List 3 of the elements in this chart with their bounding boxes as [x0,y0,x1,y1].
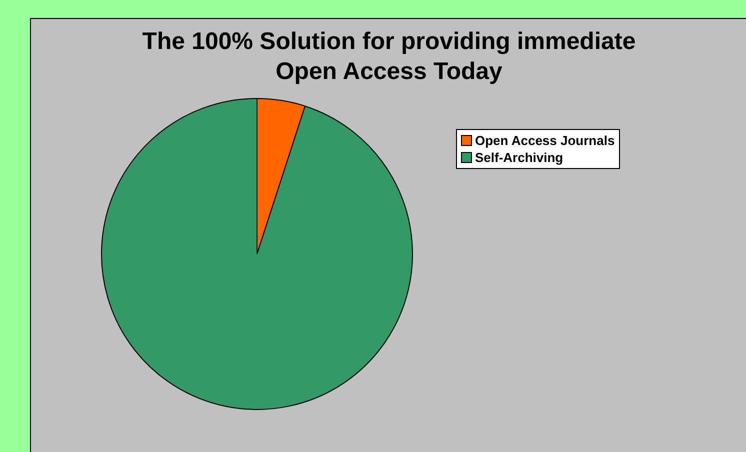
chart-title: The 100% Solution for providing immediate Open Access Today [141,27,637,87]
legend-label: Self-Archiving [475,149,564,166]
legend-label: Open Access Journals [475,132,615,149]
